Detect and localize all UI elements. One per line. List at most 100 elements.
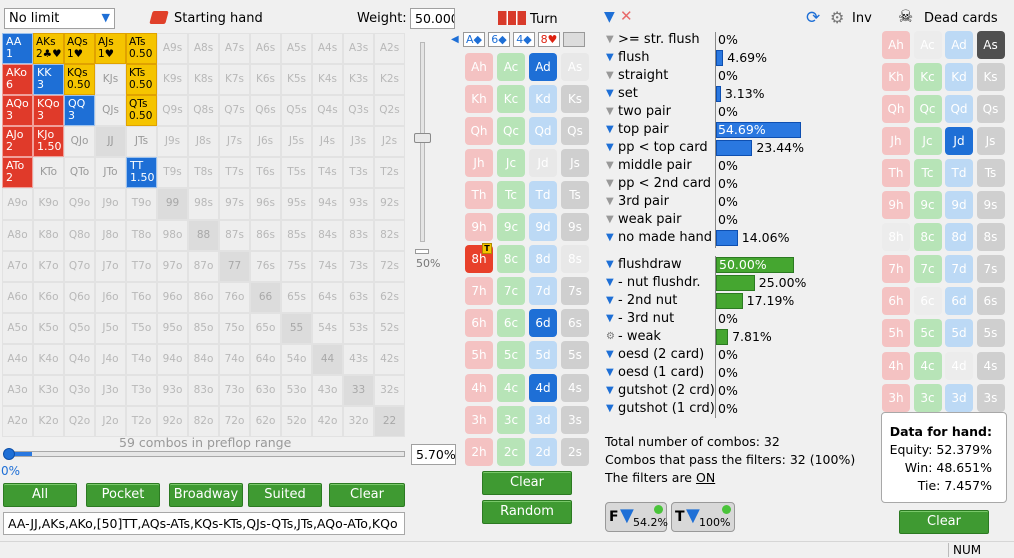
range-cell-84o[interactable]: 84o bbox=[188, 343, 219, 376]
range-cell-K3o[interactable]: K3o bbox=[33, 375, 64, 407]
range-cell-J5o[interactable]: J5o bbox=[95, 312, 126, 344]
range-cell-AJs[interactable]: AJs 1♥ bbox=[95, 33, 126, 65]
range-cell-T5o[interactable]: T5o bbox=[126, 312, 157, 344]
dead-card-9s[interactable]: 9s bbox=[976, 191, 1005, 220]
board-card-Tc[interactable]: Tc bbox=[497, 181, 525, 210]
range-cell-Q5o[interactable]: Q5o bbox=[64, 312, 95, 344]
dead-card-Qd[interactable]: Qd bbox=[945, 95, 973, 124]
range-cell-A4s[interactable]: A4s bbox=[312, 33, 343, 65]
range-cell-A6o[interactable]: A6o bbox=[2, 281, 33, 313]
range-cell-JTo[interactable]: JTo bbox=[95, 157, 126, 189]
filter-t-button[interactable]: T ▼ 100% bbox=[671, 502, 735, 532]
range-cell-Q4s[interactable]: Q4s bbox=[312, 95, 343, 127]
range-cell-J2s[interactable]: J2s bbox=[374, 126, 405, 158]
dead-card-7d[interactable]: 7d bbox=[945, 255, 973, 284]
funnel-icon[interactable]: ▼ bbox=[606, 259, 614, 270]
range-cell-KQo[interactable]: KQo 3 bbox=[33, 95, 64, 127]
range-cell-82s[interactable]: 82s bbox=[374, 219, 405, 251]
board-card-6h[interactable]: 6h bbox=[465, 309, 493, 338]
range-cell-55[interactable]: 55 bbox=[281, 312, 312, 344]
range-cell-53s[interactable]: 53s bbox=[343, 312, 374, 344]
range-cell-A5o[interactable]: A5o bbox=[2, 312, 33, 344]
board-card-2h[interactable]: 2h bbox=[465, 437, 493, 466]
range-text-input[interactable]: AA-JJ,AKs,AKo,[50]TT,AQs-ATs,KQs-KTs,QJs… bbox=[3, 512, 405, 535]
inv-label[interactable]: Inv bbox=[852, 11, 872, 26]
board-card-7s[interactable]: 7s bbox=[561, 277, 589, 306]
range-cell-J4o[interactable]: J4o bbox=[95, 343, 126, 376]
dead-card-9c[interactable]: 9c bbox=[913, 191, 942, 220]
range-cell-A7s[interactable]: A7s bbox=[219, 33, 250, 65]
funnel-icon[interactable]: ▼ bbox=[606, 367, 614, 378]
board-card-7h[interactable]: 7h bbox=[465, 277, 493, 306]
range-cell-72s[interactable]: 72s bbox=[374, 250, 405, 282]
range-cell-44[interactable]: 44 bbox=[312, 343, 343, 376]
range-cell-KTo[interactable]: KTo bbox=[33, 157, 64, 189]
range-cell-65o[interactable]: 65o bbox=[250, 312, 281, 344]
range-cell-62o[interactable]: 62o bbox=[250, 406, 281, 438]
dead-card-7c[interactable]: 7c bbox=[913, 255, 942, 284]
range-slider-thumb[interactable] bbox=[3, 448, 15, 460]
dead-card-5c[interactable]: 5c bbox=[913, 319, 942, 348]
range-cell-62s[interactable]: 62s bbox=[374, 281, 405, 313]
range-cell-94s[interactable]: 94s bbox=[312, 188, 343, 220]
dead-cards-clear-button[interactable]: Clear bbox=[899, 510, 989, 534]
range-cell-AQs[interactable]: AQs 1♥ bbox=[64, 33, 95, 65]
board-card-Kh[interactable]: Kh bbox=[465, 85, 493, 114]
range-cell-86o[interactable]: 86o bbox=[188, 281, 219, 313]
range-cell-52s[interactable]: 52s bbox=[374, 312, 405, 344]
board-slot-2[interactable]: 6◆ bbox=[488, 32, 510, 47]
range-cell-T2o[interactable]: T2o bbox=[126, 406, 157, 438]
range-cell-T3s[interactable]: T3s bbox=[343, 157, 374, 189]
range-cell-83s[interactable]: 83s bbox=[343, 219, 374, 251]
board-card-5c[interactable]: 5c bbox=[497, 341, 525, 370]
dead-card-7h[interactable]: 7h bbox=[882, 255, 910, 284]
dead-card-Th[interactable]: Th bbox=[882, 159, 910, 188]
range-cell-T6s[interactable]: T6s bbox=[250, 157, 281, 189]
range-cell-Q3o[interactable]: Q3o bbox=[64, 375, 95, 407]
board-card-Td[interactable]: Td bbox=[529, 181, 557, 210]
range-cell-64o[interactable]: 64o bbox=[250, 343, 281, 376]
range-cell-J2o[interactable]: J2o bbox=[95, 406, 126, 438]
range-cell-AJo[interactable]: AJo 2 bbox=[2, 126, 33, 158]
board-card-Jd[interactable]: Jd bbox=[529, 149, 557, 178]
range-cell-AA[interactable]: AA 1 bbox=[2, 33, 33, 65]
board-random-button[interactable]: Random bbox=[482, 500, 572, 524]
dead-card-6s[interactable]: 6s bbox=[976, 287, 1005, 316]
range-cell-54o[interactable]: 54o bbox=[281, 343, 312, 376]
range-cell-A8s[interactable]: A8s bbox=[188, 33, 219, 65]
starting-hand-icon[interactable] bbox=[149, 11, 169, 24]
range-cell-J8o[interactable]: J8o bbox=[95, 219, 126, 251]
range-cell-Q2o[interactable]: Q2o bbox=[64, 406, 95, 438]
range-cell-98o[interactable]: 98o bbox=[157, 219, 188, 251]
range-cell-KJs[interactable]: KJs bbox=[95, 64, 126, 96]
funnel-icon[interactable]: ▼ bbox=[606, 142, 614, 153]
board-slot-3[interactable]: 4◆ bbox=[513, 32, 535, 47]
board-card-7c[interactable]: 7c bbox=[497, 277, 525, 306]
dead-card-3c[interactable]: 3c bbox=[913, 383, 942, 412]
range-cell-QTs[interactable]: QTs 0.50 bbox=[126, 95, 157, 127]
range-cell-QJs[interactable]: QJs bbox=[95, 95, 126, 127]
funnel-icon[interactable]: ▼ bbox=[606, 52, 614, 63]
board-card-Kc[interactable]: Kc bbox=[497, 85, 525, 114]
range-cell-42s[interactable]: 42s bbox=[374, 343, 405, 376]
filter-f-button[interactable]: F ▼ 54.2% bbox=[605, 502, 668, 532]
funnel-icon[interactable]: ▼ bbox=[606, 160, 614, 171]
range-cell-K8s[interactable]: K8s bbox=[188, 64, 219, 96]
board-card-Ah[interactable]: Ah bbox=[465, 53, 493, 81]
board-card-Ts[interactable]: Ts bbox=[561, 181, 589, 210]
board-card-5d[interactable]: 5d bbox=[529, 341, 557, 370]
range-cell-K9s[interactable]: K9s bbox=[157, 64, 188, 96]
range-cell-A5s[interactable]: A5s bbox=[281, 33, 312, 65]
range-cell-JTs[interactable]: JTs bbox=[126, 126, 157, 158]
range-slider-track[interactable] bbox=[8, 451, 405, 457]
range-cell-QQ[interactable]: QQ 3 bbox=[64, 95, 95, 127]
dead-card-Ts[interactable]: Ts bbox=[976, 159, 1005, 188]
range-cell-75s[interactable]: 75s bbox=[281, 250, 312, 282]
board-card-2d[interactable]: 2d bbox=[529, 437, 557, 466]
range-mode-select[interactable]: No limit ▼ bbox=[4, 8, 115, 29]
range-cell-74o[interactable]: 74o bbox=[219, 343, 250, 376]
dead-card-5d[interactable]: 5d bbox=[945, 319, 973, 348]
range-cell-K2s[interactable]: K2s bbox=[374, 64, 405, 96]
dead-card-Qc[interactable]: Qc bbox=[913, 95, 942, 124]
range-cell-96o[interactable]: 96o bbox=[157, 281, 188, 313]
